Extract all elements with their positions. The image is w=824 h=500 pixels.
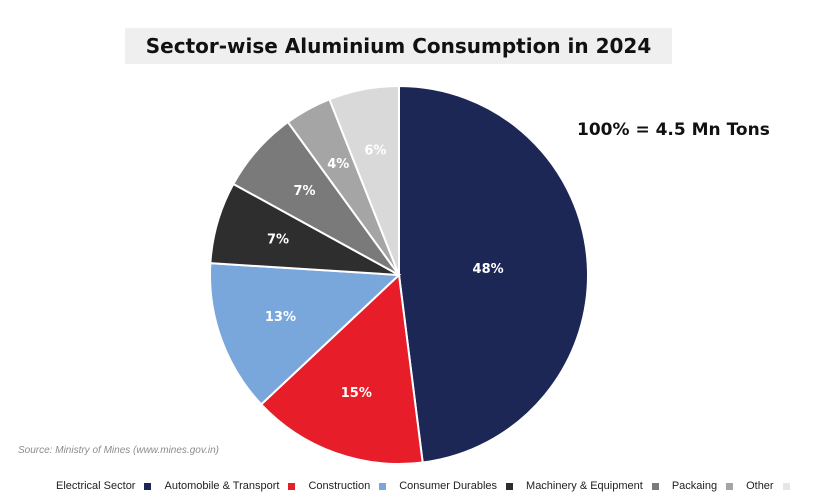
legend-label: Consumer Durables — [399, 480, 498, 492]
data-label-consumer-durables: 7% — [267, 232, 289, 247]
legend-item-packaing: Packaing — [672, 480, 746, 492]
legend-swatch — [782, 482, 790, 490]
legend-item-automobile-and-transport: Automobile & Transport — [164, 480, 308, 492]
data-label-packaing: 4% — [327, 157, 349, 172]
pie-slice-construction — [209, 262, 402, 406]
source-note: Source: Ministry of Mines (www.mines.gov… — [18, 445, 219, 456]
legend-item-other: Other — [746, 480, 803, 492]
legend-swatch — [506, 482, 514, 490]
total-note: 100% = 4.5 Mn Tons — [577, 120, 770, 140]
legend-item-consumer-durables: Consumer Durables — [399, 480, 526, 492]
data-label-construction: 13% — [265, 310, 296, 325]
legend-label: Other — [746, 480, 774, 492]
legend-item-machinery-and-equipment: Machinery & Equipment — [526, 480, 672, 492]
pie-slice-electrical-sector — [398, 84, 590, 464]
legend-label: Machinery & Equipment — [526, 480, 643, 492]
legend-swatch — [379, 482, 387, 490]
legend-item-electrical-sector: Electrical Sector — [56, 480, 164, 492]
chart-title: Sector-wise Aluminium Consumption in 202… — [145, 34, 652, 58]
legend-swatch — [651, 482, 659, 490]
data-label-machinery-and-equipment: 7% — [293, 184, 315, 199]
legend-label: Construction — [308, 480, 371, 492]
legend-label: Packaing — [671, 480, 718, 492]
data-label-other: 6% — [364, 144, 386, 159]
chart-title-box: Sector-wise Aluminium Consumption in 202… — [125, 28, 672, 64]
legend-swatch — [288, 482, 296, 490]
chart-legend: Electrical Sector Automobile & Transport C… — [56, 480, 803, 492]
legend-label: Automobile & Transport — [164, 480, 280, 492]
legend-swatch — [726, 482, 734, 490]
legend-label: Electrical Sector — [56, 480, 136, 492]
data-label-electrical-sector: 48% — [473, 262, 504, 277]
legend-swatch — [144, 482, 152, 490]
pie-slice-other — [328, 84, 400, 276]
legend-item-construction: Construction — [308, 480, 399, 492]
pie-slice-automobile-and-transport — [259, 272, 424, 465]
data-label-automobile-and-transport: 15% — [341, 386, 372, 401]
